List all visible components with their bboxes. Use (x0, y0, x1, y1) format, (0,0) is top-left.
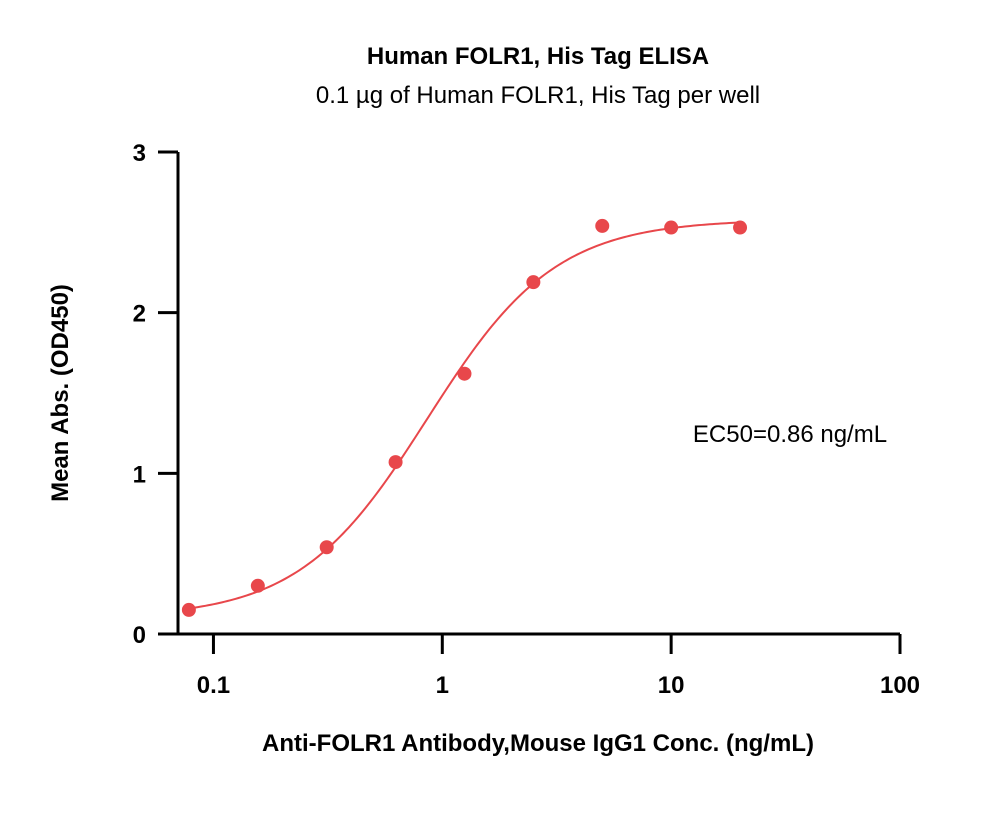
y-tick-label: 2 (133, 301, 146, 328)
data-point (733, 220, 748, 235)
x-tick-label: 1 (436, 672, 449, 699)
data-points (181, 218, 748, 617)
fit-curve (188, 221, 741, 610)
x-axis: 0.1 1 10 100 (176, 632, 920, 699)
y-tick-label: 0 (133, 622, 146, 649)
data-point (526, 275, 541, 290)
y-tick-label: 1 (133, 461, 146, 488)
data-point (664, 220, 679, 235)
data-point (250, 578, 265, 593)
data-point (319, 540, 334, 555)
x-axis-label: Anti-FOLR1 Antibody,Mouse IgG1 Conc. (ng… (262, 730, 814, 757)
x-tick-label: 0.1 (197, 672, 230, 699)
x-tick-label: 100 (880, 672, 920, 699)
x-tick-label: 10 (658, 672, 685, 699)
y-axis: 0 1 2 3 (133, 140, 180, 649)
y-axis-label: Mean Abs. (OD450) (47, 284, 74, 502)
y-tick-label: 3 (133, 140, 146, 167)
chart-subtitle: 0.1 µg of Human FOLR1, His Tag per well (316, 82, 760, 109)
data-point (457, 366, 472, 381)
data-point (181, 602, 196, 617)
ec50-annotation: EC50=0.86 ng/mL (693, 421, 887, 448)
data-point (388, 455, 403, 470)
chart-title: Human FOLR1, His Tag ELISA (367, 43, 709, 70)
data-point (595, 218, 610, 233)
